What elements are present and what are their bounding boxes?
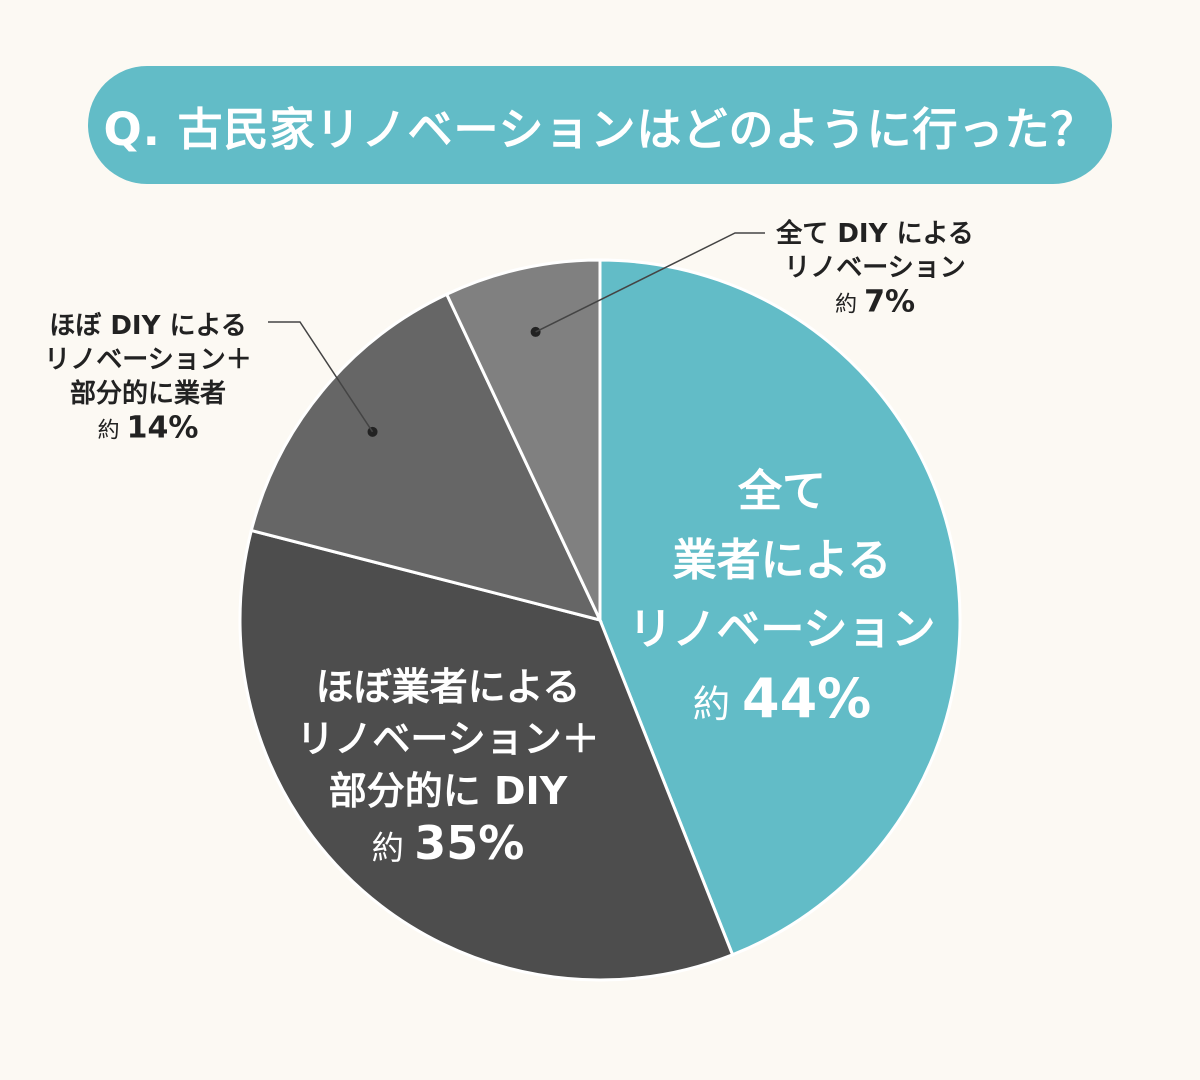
pie-slice-1 [598, 258, 962, 957]
slice-label-line: 全て [737, 466, 826, 517]
slice-label-line: ほぼ業者による [316, 665, 581, 709]
slice-label-line: ほぼ DIY による [49, 311, 246, 341]
slice-value: 約 44% [693, 667, 872, 730]
slice-label-line: リノベーション [784, 253, 965, 283]
slice-label-line: 部分的に業者 [70, 378, 226, 409]
chart-title: Q. 古民家リノベーションはどのように行った？ [103, 102, 1097, 156]
leader-line-3 [268, 321, 374, 433]
slice-label-line: 業者による [673, 535, 892, 586]
slice-value: 約 7% [835, 285, 915, 320]
leader-line-4 [535, 232, 765, 333]
slice-label-line: リノベーション [628, 604, 935, 655]
slice-label-line: リノベーション＋ [44, 345, 251, 375]
title-banner: Q. 古民家リノベーションはどのように行った？ [88, 66, 1112, 184]
slice-value: 約 14% [98, 411, 199, 446]
slice-label-line: 部分的に DIY [329, 769, 568, 813]
slice-label-line: 全て DIY による [775, 218, 973, 249]
pie-slice-2 [238, 528, 735, 982]
pie-slice-4 [444, 258, 602, 621]
slice-label-line: リノベーション＋ [296, 717, 599, 761]
slice-value: 約 35% [372, 816, 525, 870]
pie-slice-3 [249, 292, 603, 623]
